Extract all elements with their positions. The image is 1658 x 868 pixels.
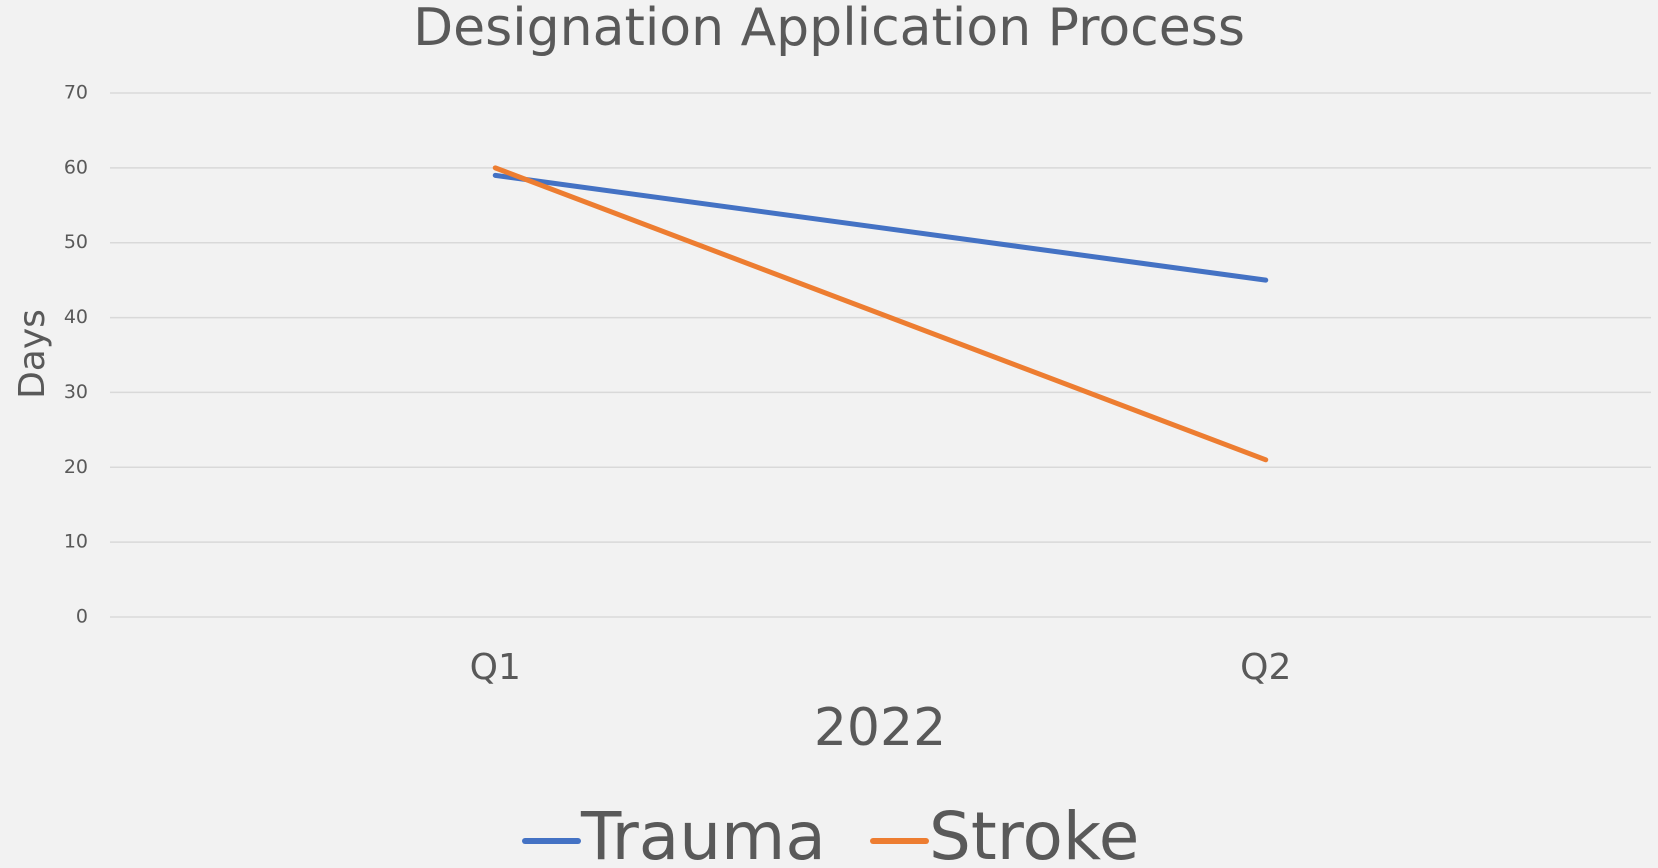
x-tick-label: Q1: [470, 647, 521, 688]
x-axis-title: 2022: [814, 698, 946, 758]
y-tick-label: 50: [64, 231, 88, 253]
y-tick-label: 40: [64, 306, 88, 328]
chart-title: Designation Application Process: [413, 0, 1245, 58]
legend-label: Stroke: [929, 798, 1139, 868]
y-tick-label: 20: [64, 456, 88, 478]
y-tick-label: 10: [64, 531, 88, 553]
x-tick-label: Q2: [1240, 647, 1291, 688]
series-line: [492, 165, 1269, 463]
y-tick-label: 0: [76, 606, 88, 628]
legend-label: Trauma: [580, 798, 826, 868]
y-tick-label: 30: [64, 381, 88, 403]
series-line: [492, 172, 1269, 283]
y-tick-label: 60: [64, 156, 88, 178]
y-axis-title: Days: [12, 309, 53, 399]
y-tick-label: 70: [64, 82, 88, 104]
